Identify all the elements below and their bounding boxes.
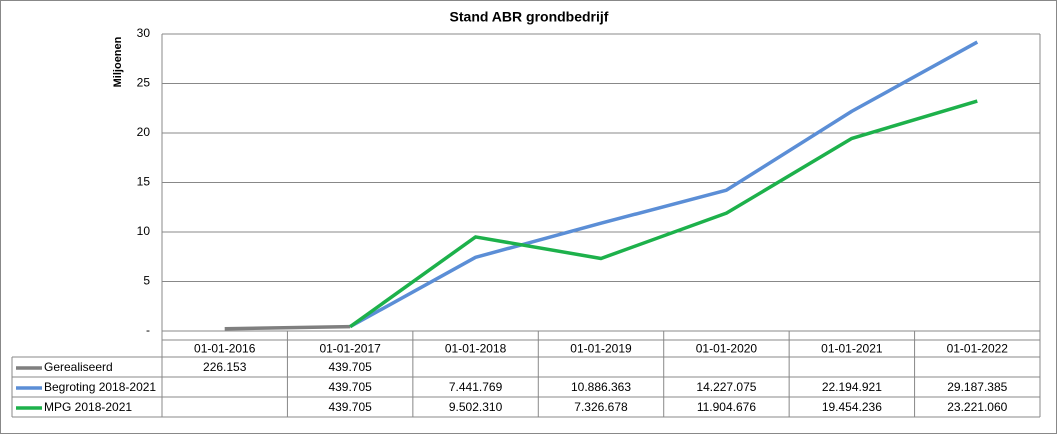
table-value: 439.705: [328, 360, 372, 374]
table-value: 19.454.236: [822, 400, 882, 414]
table-value: 29.187.385: [947, 380, 1007, 394]
y-tick-label: 20: [137, 125, 151, 139]
table-value: 11.904.676: [697, 400, 756, 414]
legend-label: MPG 2018-2021: [44, 400, 132, 414]
chart-title: Stand ABR grondbedrijf: [450, 9, 609, 25]
x-tick-label: 01-01-2017: [319, 342, 381, 356]
x-tick-label: 01-01-2021: [821, 342, 883, 356]
table-value: 10.886.363: [571, 380, 631, 394]
table-value: 226.153: [203, 360, 247, 374]
table-value: 7.441.769: [449, 380, 503, 394]
y-tick-label: -: [146, 323, 150, 337]
x-tick-label: 01-01-2020: [696, 342, 758, 356]
x-tick-label: 01-01-2019: [570, 342, 632, 356]
table-value: 439.705: [328, 400, 372, 414]
table-value: 22.194.921: [822, 380, 882, 394]
table-value: 7.326.678: [574, 400, 628, 414]
x-tick-label: 01-01-2018: [445, 342, 507, 356]
y-tick-label: 15: [137, 175, 151, 189]
y-tick-label: 30: [137, 26, 151, 40]
legend-label: Begroting 2018-2021: [44, 380, 156, 394]
y-tick-label: 25: [137, 76, 151, 90]
y-tick-label: 5: [143, 274, 150, 288]
x-tick-label: 01-01-2022: [947, 342, 1009, 356]
table-value: 14.227.075: [696, 380, 756, 394]
table-value: 9.502.310: [449, 400, 503, 414]
series-line: [349, 99, 978, 329]
series-line: [349, 40, 979, 329]
x-tick-label: 01-01-2016: [194, 342, 256, 356]
legend-label: Gerealiseerd: [44, 360, 113, 374]
series-line: [224, 324, 351, 331]
table-value: 23.221.060: [947, 400, 1007, 414]
table-value: 439.705: [328, 380, 372, 394]
y-axis-title: Miljoenen: [112, 36, 124, 87]
y-tick-label: 10: [137, 224, 151, 238]
